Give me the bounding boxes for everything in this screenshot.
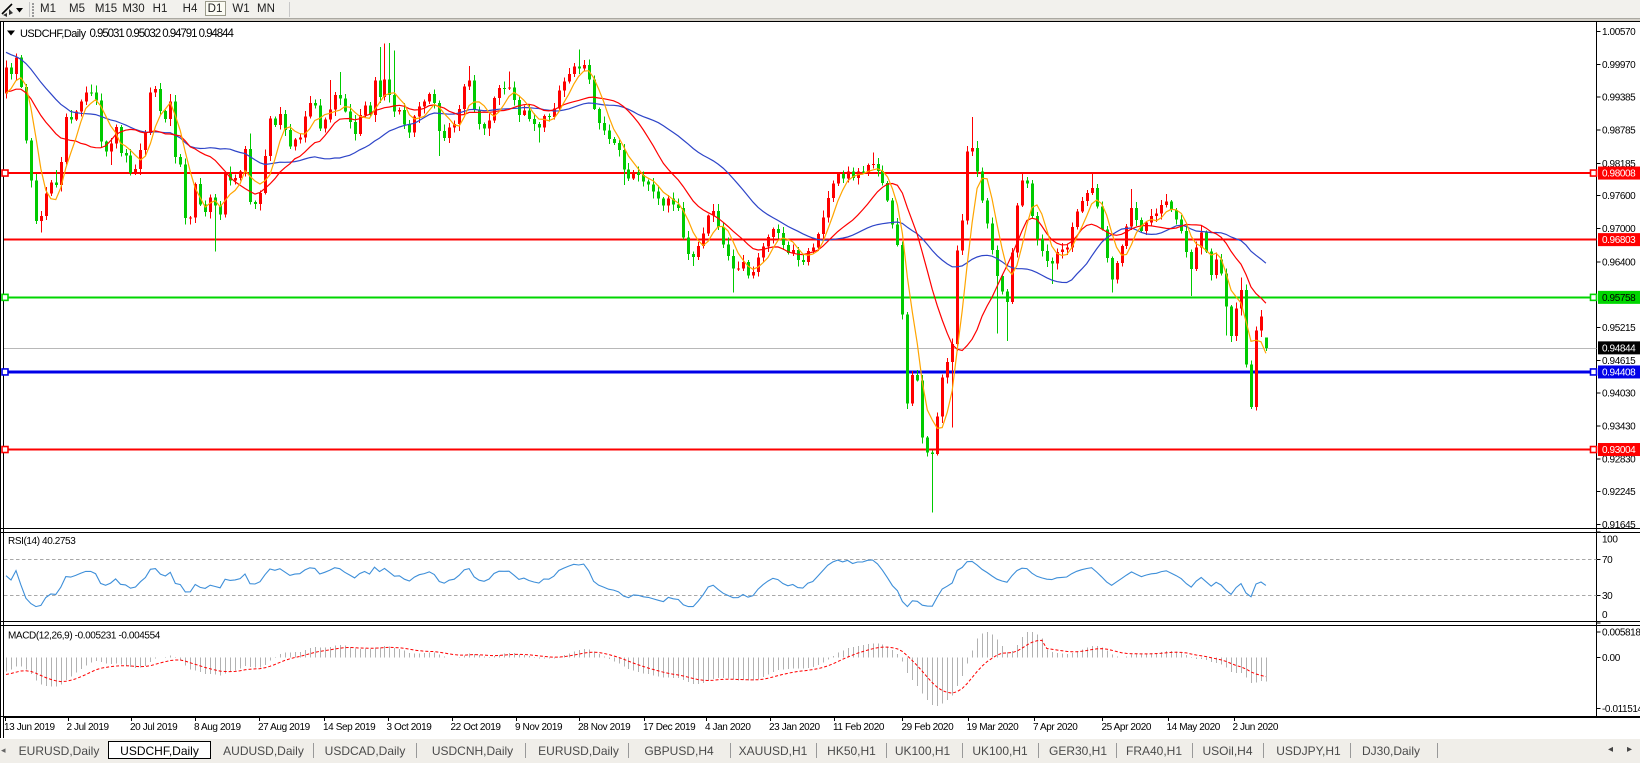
svg-text:22 Oct 2019: 22 Oct 2019 — [451, 722, 502, 733]
svg-text:8 Aug 2019: 8 Aug 2019 — [194, 722, 241, 733]
svg-text:70: 70 — [1602, 555, 1613, 566]
svg-text:13 Jun 2019: 13 Jun 2019 — [4, 722, 55, 733]
svg-text:0.96803: 0.96803 — [1602, 235, 1636, 246]
svg-text:2 Jun 2020: 2 Jun 2020 — [1233, 722, 1279, 733]
svg-text:USDCHF,Daily: USDCHF,Daily — [20, 28, 87, 40]
svg-text:0.005818: 0.005818 — [1602, 627, 1640, 638]
svg-text:0.97600: 0.97600 — [1602, 191, 1636, 202]
svg-text:0.97000: 0.97000 — [1602, 224, 1636, 235]
svg-text:0.91645: 0.91645 — [1602, 520, 1636, 531]
svg-text:0.98008: 0.98008 — [1602, 169, 1636, 180]
svg-text:0.92245: 0.92245 — [1602, 487, 1636, 498]
svg-text:9 Nov 2019: 9 Nov 2019 — [515, 722, 563, 733]
svg-text:0.98785: 0.98785 — [1602, 126, 1636, 137]
svg-text:0.94615: 0.94615 — [1602, 356, 1636, 367]
svg-text:0.99970: 0.99970 — [1602, 60, 1636, 71]
svg-text:0.94408: 0.94408 — [1602, 367, 1636, 378]
svg-text:0.93430: 0.93430 — [1602, 421, 1636, 432]
svg-text:30: 30 — [1602, 591, 1613, 602]
svg-text:-0.011514: -0.011514 — [1602, 704, 1640, 715]
svg-text:27 Aug 2019: 27 Aug 2019 — [258, 722, 311, 733]
svg-text:17 Dec 2019: 17 Dec 2019 — [643, 722, 696, 733]
svg-text:29 Feb 2020: 29 Feb 2020 — [902, 722, 955, 733]
svg-text:0.92830: 0.92830 — [1602, 455, 1636, 466]
svg-text:0.93004: 0.93004 — [1602, 445, 1636, 456]
svg-text:0.95758: 0.95758 — [1602, 293, 1636, 304]
svg-text:0.94844: 0.94844 — [1602, 343, 1636, 354]
svg-text:RSI(14) 40.2753: RSI(14) 40.2753 — [8, 536, 76, 547]
svg-text:14 May 2020: 14 May 2020 — [1167, 722, 1221, 733]
svg-text:1.00570: 1.00570 — [1602, 27, 1636, 38]
svg-text:0.94030: 0.94030 — [1602, 388, 1636, 399]
svg-text:0.99385: 0.99385 — [1602, 92, 1636, 103]
svg-text:0.96400: 0.96400 — [1602, 257, 1636, 268]
svg-text:MACD(12,26,9) -0.005231 -0.004: MACD(12,26,9) -0.005231 -0.004554 — [8, 631, 161, 642]
svg-text:100: 100 — [1602, 535, 1618, 546]
svg-text:2 Jul 2019: 2 Jul 2019 — [67, 722, 110, 733]
svg-text:3 Oct 2019: 3 Oct 2019 — [387, 722, 433, 733]
svg-text:14 Sep 2019: 14 Sep 2019 — [323, 722, 376, 733]
svg-text:0.95215: 0.95215 — [1602, 323, 1636, 334]
svg-text:0.00: 0.00 — [1602, 653, 1621, 664]
svg-text:20 Jul 2019: 20 Jul 2019 — [130, 722, 178, 733]
svg-text:4 Jan 2020: 4 Jan 2020 — [705, 722, 751, 733]
svg-text:7 Apr 2020: 7 Apr 2020 — [1033, 722, 1078, 733]
svg-text:0: 0 — [1602, 610, 1608, 621]
svg-text:0.95031 0.95032 0.94791 0.9484: 0.95031 0.95032 0.94791 0.94844 — [90, 28, 235, 40]
svg-text:0.98185: 0.98185 — [1602, 159, 1636, 170]
svg-text:23 Jan 2020: 23 Jan 2020 — [769, 722, 820, 733]
svg-text:19 Mar 2020: 19 Mar 2020 — [967, 722, 1020, 733]
svg-text:28 Nov 2019: 28 Nov 2019 — [578, 722, 631, 733]
svg-text:25 Apr 2020: 25 Apr 2020 — [1102, 722, 1152, 733]
svg-text:11 Feb 2020: 11 Feb 2020 — [833, 722, 885, 733]
